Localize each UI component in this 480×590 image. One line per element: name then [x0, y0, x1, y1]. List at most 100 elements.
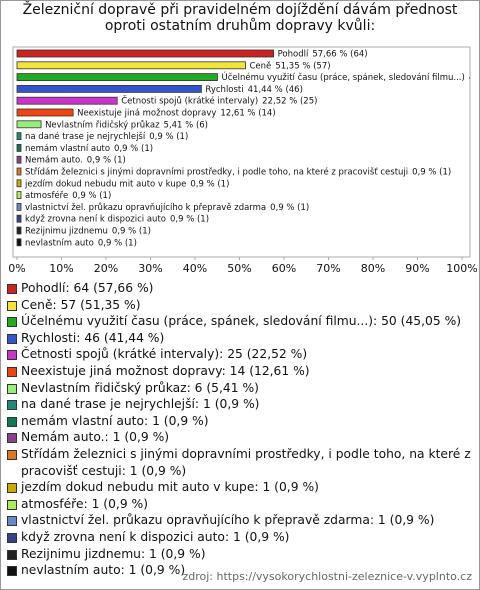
legend-label: nevlastním auto: 1 (0,9 %): [21, 563, 186, 578]
bar-label: Pohodlí 57,66 % (64): [278, 50, 368, 60]
legend-item: nevlastním auto: 1 (0,9 %): [7, 562, 473, 579]
legend-label: Nemám auto.: 1 (0,9 %): [21, 430, 170, 445]
legend-item: vlastnictví žel. průkazu opravňujícího k…: [7, 512, 473, 529]
x-tick-label: 40%: [183, 262, 207, 275]
legend-item: Střídám železnici s jinými dopravními pr…: [7, 446, 473, 479]
bar-label: nemám vlastní auto 0,9 % (1): [25, 144, 153, 154]
x-tick-label: 50%: [227, 262, 251, 275]
x-tick-label: 30%: [138, 262, 162, 275]
bar: [16, 226, 22, 235]
legend-item: Nevlastním řidičský průkaz: 6 (5,41 %): [7, 380, 473, 397]
bar-label: vlastnictví žel. průkazu opravňujícího k…: [25, 202, 309, 213]
source: zdroj: https://vysokorychlostni-zeleznic…: [182, 570, 472, 583]
legend-swatch: [7, 483, 17, 494]
legend-swatch: [7, 416, 17, 427]
bar-label: Neexistuje jiná možnost dopravy 12,61 % (…: [77, 109, 276, 119]
bar: [16, 132, 22, 141]
legend-swatch: [7, 449, 17, 460]
legend-label: Rychlosti: 46 (41,44 %): [21, 330, 165, 345]
legend-swatch: [7, 516, 17, 527]
bar-category: Střídám železnici s jinými dopravními pr…: [25, 167, 408, 178]
bar-label: na dané trase je nejrychlejší 0,9 % (1): [25, 131, 188, 142]
legend-swatch: [7, 400, 17, 411]
legend-item: Rychlosti: 46 (41,44 %): [7, 330, 473, 347]
bar-label: Účelnému využití času (práce, spánek, sl…: [221, 71, 480, 83]
bar: [16, 167, 22, 176]
bar: [16, 143, 22, 152]
legend-swatch: [7, 317, 17, 328]
bar-category: Rezijnimu jizdnemu: [25, 227, 108, 237]
legend-label: Střídám železnici s jinými dopravními pr…: [21, 446, 471, 478]
bar-category: vlastnictví žel. průkazu opravňujícího k…: [25, 202, 266, 213]
x-tick-label: 60%: [272, 262, 296, 275]
legend-swatch: [7, 499, 17, 510]
value-label: 51,35 % (57): [275, 61, 330, 71]
legend-label: Neexistuje jiná možnost dopravy: 14 (12,…: [21, 363, 310, 378]
bar: [16, 191, 22, 200]
value-label: 0,9 % (1): [412, 168, 451, 178]
x-tick-label: 0%: [8, 262, 25, 275]
bar-label: Nevlastním řidičský průkaz 5,41 % (6): [45, 119, 208, 130]
legend-item: Četnosti spojů (krátké intervaly): 25 (2…: [7, 346, 473, 363]
legend-label: Ceně: 57 (51,35 %): [21, 297, 141, 312]
bar-label: Rychlosti 41,44 % (46): [205, 85, 302, 95]
bar: [16, 85, 202, 93]
bar-label: jezdím dokud nebudu mit auto v kupe 0,9 %…: [24, 179, 229, 189]
value-label: 45,05 % (50): [469, 73, 480, 83]
chart: Pohodlí 57,66 % (64)Ceně 51,35 % (57)Účeln…: [8, 46, 480, 275]
value-label: 0,9 % (1): [190, 179, 229, 189]
bar-category: Četnosti spojů (krátké intervaly): [121, 95, 258, 107]
value-label: 0,9 % (1): [72, 191, 111, 201]
bar-label: nevlastním auto 0,9 % (1): [25, 238, 137, 248]
bar: [16, 179, 22, 188]
legend-item: na dané trase je nejrychlejší: 1 (0,9 %): [7, 396, 473, 413]
bar: [16, 96, 118, 105]
legend-item: Ceně: 57 (51,35 %): [7, 297, 473, 314]
bars: Pohodlí 57,66 % (64)Ceně 51,35 % (57)Účeln…: [16, 49, 480, 248]
bar-category: Nevlastním řidičský průkaz: [45, 119, 160, 130]
legend-label: nemám vlastní auto: 1 (0,9 %): [21, 413, 209, 428]
legend-swatch: [7, 549, 17, 560]
bar: [16, 73, 218, 81]
bar-category: Neexistuje jiná možnost dopravy: [77, 109, 216, 119]
legend-item: jezdím dokud nebudu mit auto v kupe: 1 (…: [7, 479, 473, 496]
legend-item: Nemám auto.: 1 (0,9 %): [7, 429, 473, 446]
bar-category: nevlastním auto: [25, 238, 94, 248]
bar-category: Nemám auto.: [25, 156, 83, 166]
value-label: 0,9 % (1): [98, 238, 137, 248]
bar: [16, 49, 274, 58]
legend-item: Rezijnimu jizdnemu: 1 (0,9 %): [7, 546, 473, 563]
legend-swatch: [7, 366, 17, 377]
value-label: 0,9 % (1): [114, 144, 153, 154]
value-label: 0,9 % (1): [170, 215, 209, 225]
bar-label: Četnosti spojů (krátké intervaly) 22,52 %…: [121, 95, 317, 107]
bar-label: Rezijnimu jizdnemu 0,9 % (1): [25, 227, 151, 237]
legend-item: když zrovna není k dispozici auto: 1 (0,…: [7, 529, 473, 546]
bar: [16, 202, 22, 211]
value-label: 41,44 % (46): [248, 85, 303, 95]
x-tick-label: 90%: [405, 262, 429, 275]
chart-title: Železniční dopravě při pravidelném dojíž…: [22, 2, 458, 34]
legend-label: jezdím dokud nebudu mit auto v kupe: 1 (…: [21, 480, 319, 495]
bar-label: Nemám auto. 0,9 % (1): [25, 156, 126, 166]
bar-category: Rychlosti: [205, 85, 243, 95]
bar-category: na dané trase je nejrychlejší: [25, 131, 146, 142]
value-label: 0,9 % (1): [87, 156, 126, 166]
bar: [16, 61, 246, 70]
value-label: 22,52 % (25): [262, 97, 317, 107]
value-label: 0,9 % (1): [270, 203, 309, 213]
bar: [16, 238, 22, 247]
bar: [16, 214, 22, 223]
x-tick-label: 100%: [446, 262, 477, 275]
legend-swatch: [7, 433, 17, 444]
value-label: 57,66 % (64): [312, 50, 367, 60]
bar-category: když zrovna není k dispozici auto: [25, 215, 166, 225]
legend-label: Pohodlí: 64 (57,66 %): [21, 281, 154, 295]
x-tick-label: 80%: [361, 262, 385, 275]
bar-category: Účelnému využití času (práce, spánek, sl…: [221, 71, 464, 83]
legend-item: atmosféře: 1 (0,9 %): [7, 496, 473, 513]
bar-category: jezdím dokud nebudu mit auto v kupe: [24, 179, 186, 189]
legend-label: Účelnému využití času (práce, spánek, sl…: [21, 314, 462, 329]
value-label: 0,9 % (1): [149, 132, 188, 142]
legend-label: vlastnictví žel. průkazu opravňujícího k…: [21, 513, 435, 528]
